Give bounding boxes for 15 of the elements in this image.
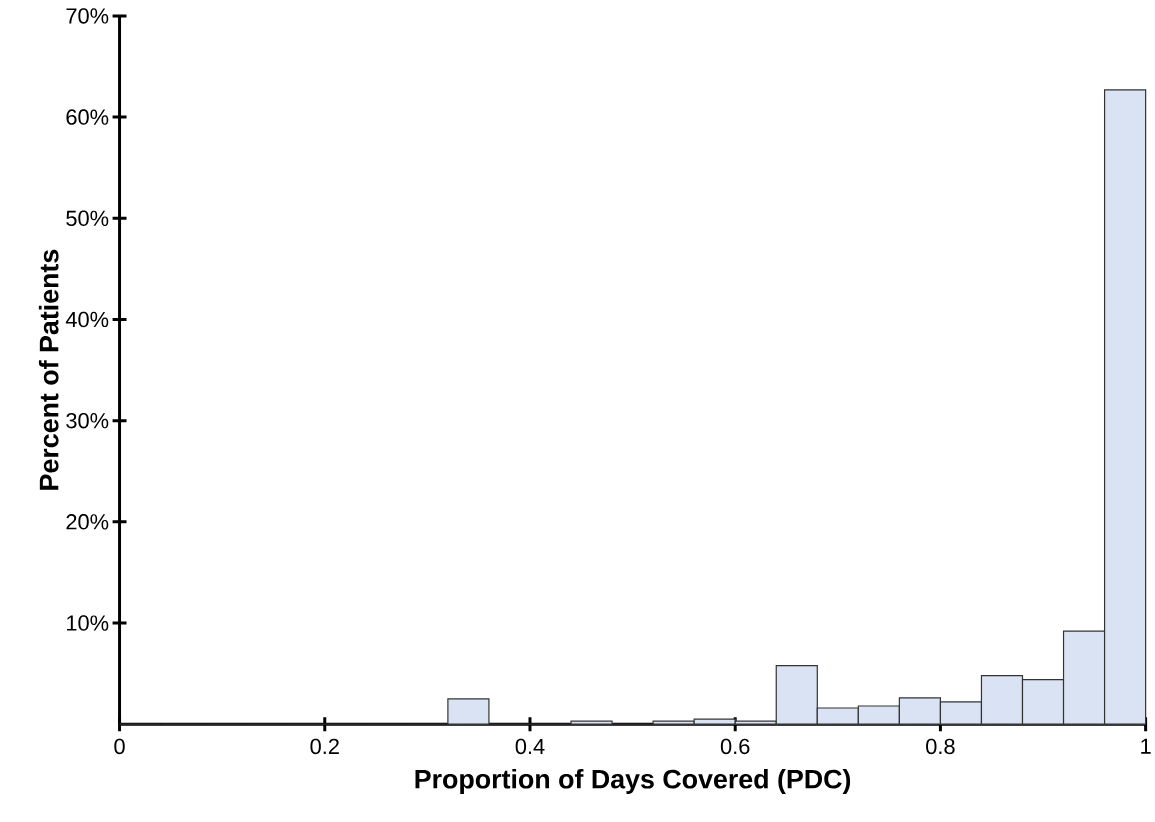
y-tick-label: 70% [66,8,109,24]
x-tick-label: 0.6 [720,738,750,755]
y-tick-label: 20% [66,514,109,530]
x-tick-label: 0.2 [310,738,339,755]
y-tick-label: 60% [66,109,109,125]
y-axis-title: Percent of Patients [38,249,59,490]
x-tick-label: 1 [1141,738,1151,754]
x-axis-title: Proportion of Days Covered (PDC) [415,768,851,794]
y-tick-label: 50% [66,210,109,227]
x-tick-label: 0 [114,738,125,755]
y-tick-label: 40% [65,311,109,328]
y-tick-label: 10% [67,615,109,631]
x-tick-label: 0.8 [926,738,955,755]
x-tick-label: 0.4 [515,738,545,755]
y-tick-label: 30% [66,413,109,429]
